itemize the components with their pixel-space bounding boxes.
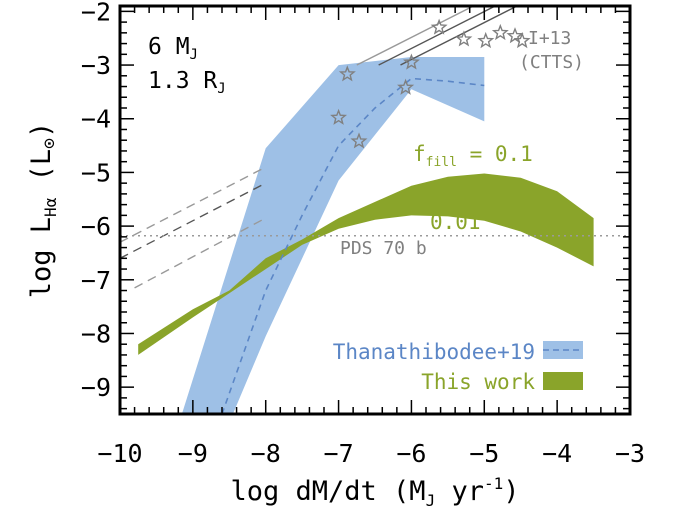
legend-swatch-this-work [543,372,583,390]
ctts-dashed-line-0 [120,166,267,243]
this-work-band [138,173,594,355]
planet-radius-label: 1.3 RJ [148,68,226,97]
y-axis-title: log LHα (L⊙) [26,122,60,298]
ctts-label-star [506,27,524,44]
y-tick-label: −8 [81,319,111,348]
ctts-star-2 [350,132,368,149]
x-tick-label: −5 [469,439,499,468]
thanathibodee-dashed-line [221,77,485,414]
ctts-star-0 [330,108,348,125]
plot-area [120,6,630,414]
y-tick-label: −6 [81,212,111,241]
y-tick-labels: −9 −8 −7 −6 −5 −4 −3 −2 [81,0,111,402]
ctts-star-6 [455,30,473,47]
ctts-stars [330,18,531,149]
ctts-lines [356,6,518,66]
x-tick-label: −3 [615,439,645,468]
x-axis-title: log dM/dt (MJ yr-1) [230,474,519,509]
x-tick-label: −10 [97,439,142,468]
y-tick-label: −9 [81,373,111,402]
x-tick-label: −4 [542,439,572,468]
legend-label-this-work: This work [421,370,535,394]
y-tick-label: −7 [81,266,111,295]
x-tick-label: −7 [324,439,354,468]
ctts-dashed-line-1 [120,182,267,259]
pds70-label: PDS 70 b [340,238,427,259]
ctts-star-8 [491,23,509,41]
ctts-dashed-lines [120,166,267,289]
ctts-star-4 [402,53,420,70]
ctts-line-2 [356,6,474,66]
ticks [119,6,631,414]
ctts-line-1 [400,6,518,66]
legend: Thanathibodee+19 This work [333,340,583,394]
ctts-star-1 [338,65,356,82]
thanathibodee-band [181,57,485,414]
ctts-star-9 [513,31,531,49]
y-tick-label: −2 [81,0,111,26]
x-tick-label: −8 [251,439,281,468]
ctts-star-5 [430,18,448,35]
planet-mass-label: 6 MJ [148,34,198,63]
ctts-star-3 [397,78,415,95]
ctts-label: I+13 [528,28,571,49]
legend-label-thanathibodee: Thanathibodee+19 [333,340,535,364]
ffill-label: ffill = 0.1 [413,142,533,170]
x-tick-labels: −10 −9 −8 −7 −6 −5 −4 −3 [97,439,645,468]
x-tick-label: −9 [178,439,208,468]
ffill-low-label: 0.01 [430,210,481,234]
ctts-line-0 [378,6,496,66]
x-tick-label: −6 [396,439,426,468]
ctts-star-7 [477,31,495,49]
ctts-dashed-line-2 [134,217,267,289]
plot-frame [118,4,632,416]
y-tick-label: −5 [81,158,111,187]
y-tick-label: −4 [81,105,111,134]
y-tick-label: −3 [81,51,111,80]
ctts-sublabel: (CTTS) [519,52,584,73]
